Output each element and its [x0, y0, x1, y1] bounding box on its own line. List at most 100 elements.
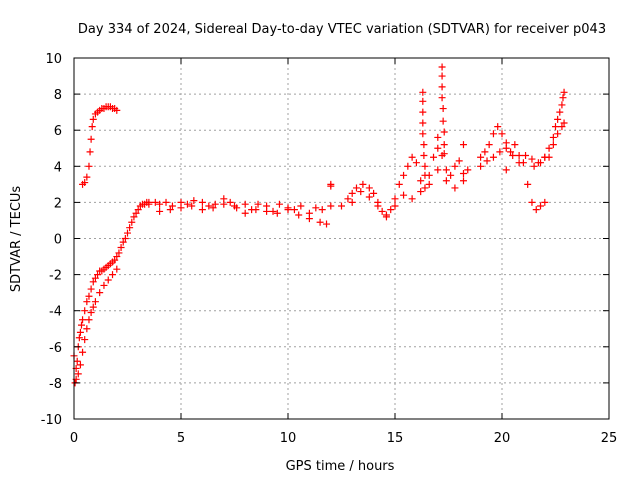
- data-point: [316, 218, 324, 226]
- data-point: [438, 72, 446, 80]
- data-point: [537, 159, 545, 167]
- data-point: [357, 188, 365, 196]
- data-point: [455, 157, 463, 165]
- data-point: [209, 204, 217, 212]
- x-tick-label: 20: [494, 431, 511, 446]
- data-point: [295, 211, 303, 219]
- data-point: [524, 180, 532, 188]
- data-point: [537, 202, 545, 210]
- data-point: [113, 265, 121, 273]
- data-point: [545, 144, 553, 152]
- data-point: [81, 336, 89, 344]
- data-point: [451, 184, 459, 192]
- chart-title: Day 334 of 2024, Sidereal Day-to-day VTE…: [78, 22, 606, 37]
- data-point: [502, 166, 510, 174]
- series-early-high: [79, 103, 121, 188]
- y-tick-label: 10: [45, 52, 62, 67]
- data-point: [121, 235, 129, 242]
- series-plateau-lower: [156, 200, 331, 228]
- data-point: [419, 130, 427, 138]
- y-tick-label: 8: [54, 88, 62, 103]
- data-point: [188, 202, 196, 210]
- data-point: [451, 162, 459, 170]
- data-point: [438, 94, 446, 102]
- series-spike-17: [438, 63, 448, 158]
- data-point: [558, 101, 566, 109]
- data-point: [81, 179, 89, 187]
- x-tick-label: 25: [601, 431, 618, 446]
- data-point: [312, 204, 320, 212]
- data-point: [502, 139, 510, 147]
- y-tick-label: -2: [49, 269, 62, 284]
- data-point: [408, 195, 416, 203]
- data-point: [77, 321, 85, 329]
- data-point: [76, 361, 84, 369]
- series-afternoon: [477, 123, 549, 214]
- data-point: [198, 206, 206, 214]
- data-point: [532, 206, 540, 214]
- x-tick-label: 10: [280, 431, 297, 446]
- data-point: [211, 200, 219, 208]
- data-point: [365, 193, 373, 201]
- data-point: [254, 200, 262, 208]
- data-point: [83, 325, 91, 333]
- series-late-rise: [530, 88, 568, 170]
- data-point: [89, 115, 97, 123]
- data-point: [558, 123, 566, 131]
- data-point: [481, 148, 489, 156]
- data-point: [541, 198, 549, 206]
- data-point: [85, 292, 93, 300]
- data-point: [378, 207, 386, 215]
- data-point: [391, 202, 399, 210]
- data-point: [226, 198, 234, 206]
- series-isolated: [327, 133, 510, 190]
- data-point: [132, 209, 140, 217]
- data-point: [151, 198, 159, 206]
- series-rise-lower: [72, 265, 121, 383]
- data-point: [85, 162, 93, 170]
- data-point: [556, 108, 564, 116]
- data-point: [408, 153, 416, 161]
- data-point: [559, 94, 567, 102]
- data-point: [439, 117, 447, 125]
- data-point: [94, 271, 102, 279]
- data-point: [554, 115, 562, 123]
- y-tick-label: -4: [49, 305, 62, 320]
- data-point: [545, 153, 553, 161]
- data-point: [119, 238, 127, 246]
- data-point: [489, 130, 497, 138]
- data-point: [126, 224, 134, 232]
- data-points: [70, 63, 568, 387]
- data-point: [395, 180, 403, 188]
- data-point: [528, 155, 536, 163]
- series-spike-16: [419, 88, 429, 179]
- data-point: [130, 213, 138, 221]
- grid-lines: [74, 58, 609, 419]
- data-point: [113, 106, 121, 114]
- data-point: [327, 180, 335, 188]
- data-point: [560, 88, 568, 96]
- data-point: [323, 220, 331, 228]
- y-tick-label: 0: [54, 233, 62, 248]
- x-tick-label: 15: [387, 431, 404, 446]
- data-point: [400, 191, 408, 199]
- data-point: [507, 148, 515, 156]
- data-point: [348, 198, 356, 206]
- data-point: [391, 195, 399, 203]
- data-point: [190, 197, 198, 205]
- data-point: [434, 166, 442, 174]
- data-point: [515, 159, 523, 167]
- data-point: [434, 144, 442, 152]
- data-point: [442, 166, 450, 174]
- data-point: [100, 281, 108, 289]
- data-point: [459, 141, 467, 149]
- y-tick-label: 4: [54, 160, 62, 175]
- data-point: [220, 200, 228, 208]
- data-point: [231, 202, 238, 210]
- data-point: [440, 141, 448, 149]
- data-point: [511, 141, 519, 149]
- data-point: [241, 209, 249, 217]
- data-point: [442, 177, 450, 185]
- series-rise: [70, 198, 153, 387]
- data-point: [447, 171, 455, 179]
